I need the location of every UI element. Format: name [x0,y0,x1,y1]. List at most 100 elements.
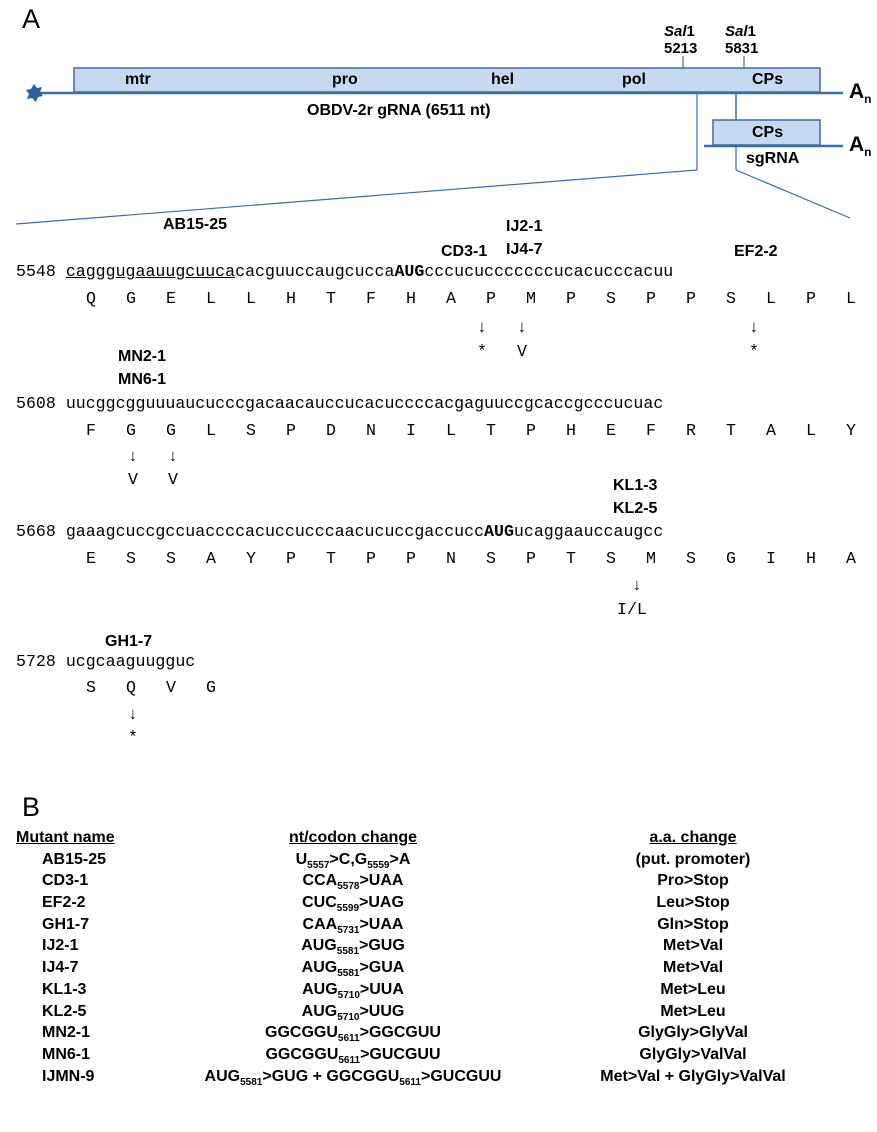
table-header: Mutant name nt/codon change a.a. change [16,829,877,851]
seq-row-3: 5668 gaaagcuccgccuaccccacuccucccaacucucc… [16,522,664,541]
aa-change-cell: Met>Leu [660,1002,726,1020]
nt-change-cell: GGCGGU5611>GUCGUU [265,1045,441,1067]
mut-res-mn-a: V [128,470,138,489]
zoom-line-left [15,169,698,225]
mutant-name-cell: MN2-1 [42,1024,91,1042]
mut-res-ef: * [749,342,759,361]
table-row: IJ4-7 AUG5581>GUA Met>Val [16,959,877,981]
domain-hel: hel [491,71,515,88]
nt-change-cell: GGCGGU5611>GGCGUU [265,1024,441,1045]
table-row: MN2-1 GGCGGU5611>GGCGUU GlyGly>GlyVal [16,1024,877,1046]
mut-arrow-cd: ↓ [477,318,487,337]
table-row: IJMN-9 AUG5581>GUG + GGCGGU5611>GUCGUU Met… [16,1068,877,1090]
sgrna-orf-box [712,119,821,146]
header-nt-change: nt/codon change [289,829,417,846]
label-kl2-5: KL2-5 [613,500,658,517]
table-row: CD3-1 CCA5578>UAA Pro>Stop [16,872,877,894]
nt-change-cell: AUG5710>UUA [302,980,404,1001]
nt-change-cell: AUG5581>GUG [301,937,405,958]
mutant-name-cell: KL1-3 [42,980,87,998]
domain-pro: pro [332,71,358,88]
mutant-name-cell: GH1-7 [42,915,90,933]
mutant-name-cell: CD3-1 [42,872,89,890]
table-body: AB15-25 U5557>C,G5559>A (put. promoter) CD3… [16,851,877,1090]
table-row: KL1-3 AUG5710>UUA Met>Leu [16,981,877,1003]
genome-map [15,56,851,225]
aa-change-cell: Leu>Stop [656,894,730,912]
aa-change-cell: Gln>Stop [657,915,729,933]
domain-pol: pol [622,71,646,88]
mut-arrow-mn-a: ↓ [128,447,138,466]
header-aa-change: a.a. change [649,829,737,846]
aa-change-cell: Met>Val [662,937,724,955]
mut-res-ij: V [517,342,527,361]
mut-arrow-mn-b: ↓ [168,447,178,466]
table-row: IJ2-1 AUG5581>GUG Met>Val [16,937,877,959]
sal1-pos-1: 5213 [664,40,698,57]
label-ij4-7: IJ4-7 [506,241,543,258]
label-mn6-1: MN6-1 [118,371,167,388]
seq-pos: 5548 [16,262,56,281]
table-row: GH1-7 CAA5731>UAA Gln>Stop [16,916,877,938]
label-cd3-1: CD3-1 [441,243,488,260]
panel-b-letter: B [22,792,41,822]
aa-change-cell: Met>Leu [660,980,726,998]
aug-codon-2: AUG [484,522,514,541]
mut-res-kl: I/L [617,600,647,619]
label-gh1-7: GH1-7 [105,633,153,650]
mutant-name-cell: MN6-1 [42,1045,91,1063]
nt-change-cell: CCA5578>UAA [302,872,404,893]
sgrna-cps: CPs [752,124,784,141]
table-row: KL2-5 AUG5710>UUG Met>Leu [16,1003,877,1025]
mut-res-mn-b: V [168,470,178,489]
mut-arrow-ij: ↓ [517,318,527,337]
sal1-label-2: Sal1 [725,23,756,40]
nt-change-cell: AUG5581>GUA [301,959,405,980]
table-row: MN6-1 GGCGGU5611>GUCGUU GlyGly>ValVal [16,1046,877,1068]
aa-change-cell: Pro>Stop [657,872,729,890]
nt-change-cell: U5557>C,G5559>A [295,850,411,871]
label-kl1-3: KL1-3 [613,477,658,494]
seq-row-2: 5608 uucggcgguuuaucucccgacaacauccucacucc… [16,394,664,413]
table-row: EF2-2 CUC5599>UAG Leu>Stop [16,894,877,916]
nt-change-cell: AUG5581>GUG + GGCGGU5611>GUCGUU [204,1067,502,1088]
genome-label: OBDV-2r gRNA (6511 nt) [307,102,491,119]
seq-row-1: 5548 cagggugaauugcuucacacguuccaugcuccaAU… [16,262,674,281]
mut-res-cd: * [477,342,487,361]
mutant-name-cell: AB15-25 [42,850,107,868]
label-mn2-1: MN2-1 [118,348,167,365]
aa-change-cell: Met>Val + GlyGly>ValVal [600,1067,786,1085]
sal1-pos-2: 5831 [725,40,759,57]
polya-sgrna: An [849,133,872,160]
aug-codon: AUG [394,262,425,281]
seq-row-4: 5728 ucgcaaguugguc [16,652,196,671]
domain-cps: CPs [752,71,784,88]
nt-change-cell: CUC5599>UAG [302,894,404,915]
seq-underlined: cagggugaauugcuuca [65,262,236,281]
mutant-table: Mutant name nt/codon change a.a. change … [16,829,877,1089]
label-ij2-1: IJ2-1 [506,218,543,235]
nt-change-cell: AUG5710>UUG [301,1002,405,1023]
mutant-name-cell: IJMN-9 [42,1067,95,1085]
sal1-label-1: Sal1 [664,23,695,40]
mut-arrow-kl: ↓ [632,576,642,595]
label-ef2-2: EF2-2 [734,243,778,260]
header-mutant-name: Mutant name [16,829,115,846]
domain-mtr: mtr [125,71,151,88]
mutant-name-cell: KL2-5 [42,1002,87,1020]
mut-arrow-gh: ↓ [128,705,138,724]
mutant-name-cell: IJ4-7 [42,959,79,977]
mutant-name-cell: IJ2-1 [42,937,79,955]
panel-a-letter: A [22,4,41,34]
nt-change-cell: CAA5731>UAA [302,915,404,936]
genome-orf-box [73,67,821,93]
label-ab15-25: AB15-25 [163,216,228,233]
zoom-line-right [735,169,851,219]
mut-arrow-ef: ↓ [749,318,759,337]
polya-genome: An [849,80,872,107]
aa-change-cell: GlyGly>ValVal [639,1045,747,1063]
